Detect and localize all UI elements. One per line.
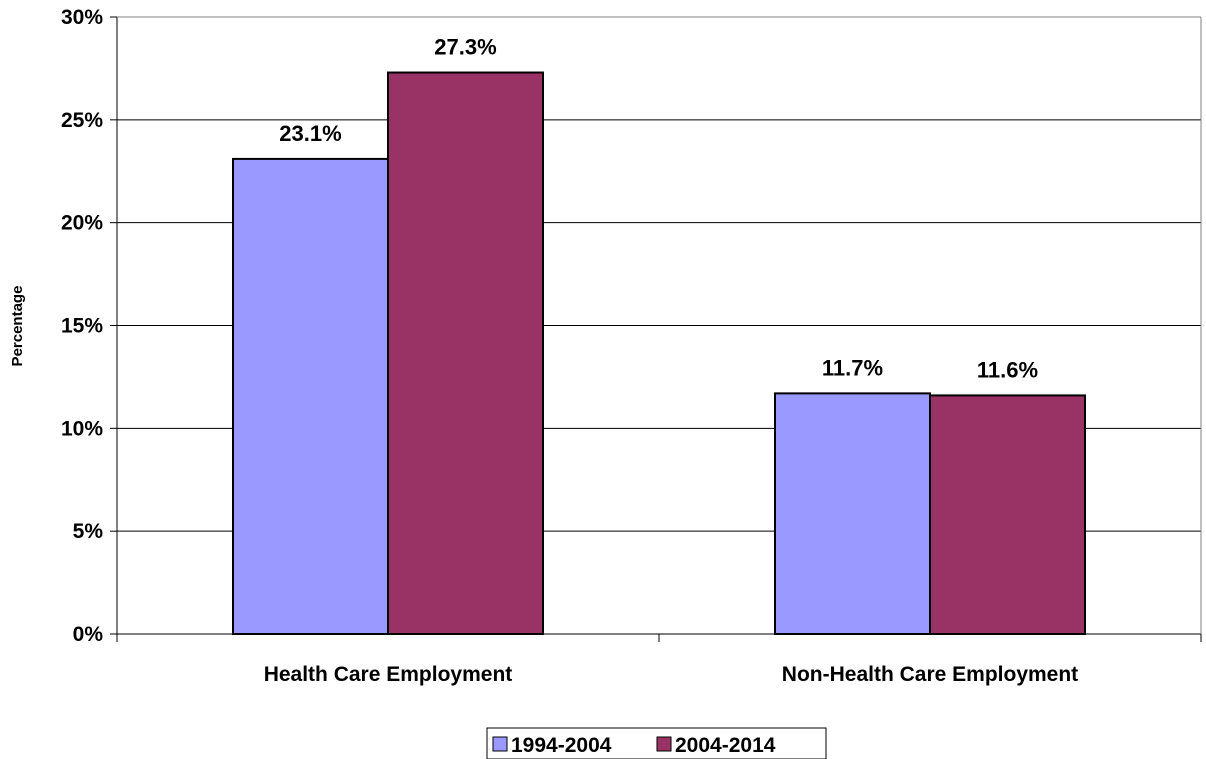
data-label: 23.1% xyxy=(279,121,341,146)
data-label: 11.7% xyxy=(822,355,883,380)
y-tick-label: 15% xyxy=(61,315,103,338)
legend: 1994-2004 2004-2014 xyxy=(486,727,827,759)
category-label: Non-Health Care Employment xyxy=(782,663,1078,686)
bars xyxy=(232,71,1086,635)
category-label: Health Care Employment xyxy=(264,663,513,686)
legend-entry: 1994-2004 xyxy=(511,734,612,757)
axes xyxy=(116,16,1202,635)
bar xyxy=(387,71,544,635)
data-label: 11.6% xyxy=(977,357,1038,382)
y-tick-label: 30% xyxy=(61,6,103,29)
bar xyxy=(774,392,931,635)
y-tick-label: 5% xyxy=(73,520,104,543)
legend-entry: 2004-2014 xyxy=(675,734,776,757)
y-tick-label: 0% xyxy=(73,623,104,646)
bar xyxy=(232,157,389,635)
category-labels: Health Care Employment Non-Health Care Em… xyxy=(116,634,1202,686)
y-tick-label: 20% xyxy=(61,212,103,235)
y-axis-label: Percentage xyxy=(9,286,26,367)
legend-swatch xyxy=(492,736,508,752)
data-label: 27.3% xyxy=(434,35,496,60)
bar xyxy=(929,394,1086,635)
legend-swatch xyxy=(656,736,672,752)
y-tick-label: 25% xyxy=(61,109,103,132)
data-labels: 23.1% 27.3% 11.7% 11.6% xyxy=(279,35,1038,383)
y-tick-label: 10% xyxy=(61,417,103,440)
y-axis-ticks: 0% 5% 10% 15% 20% 25% 30% xyxy=(61,6,117,646)
